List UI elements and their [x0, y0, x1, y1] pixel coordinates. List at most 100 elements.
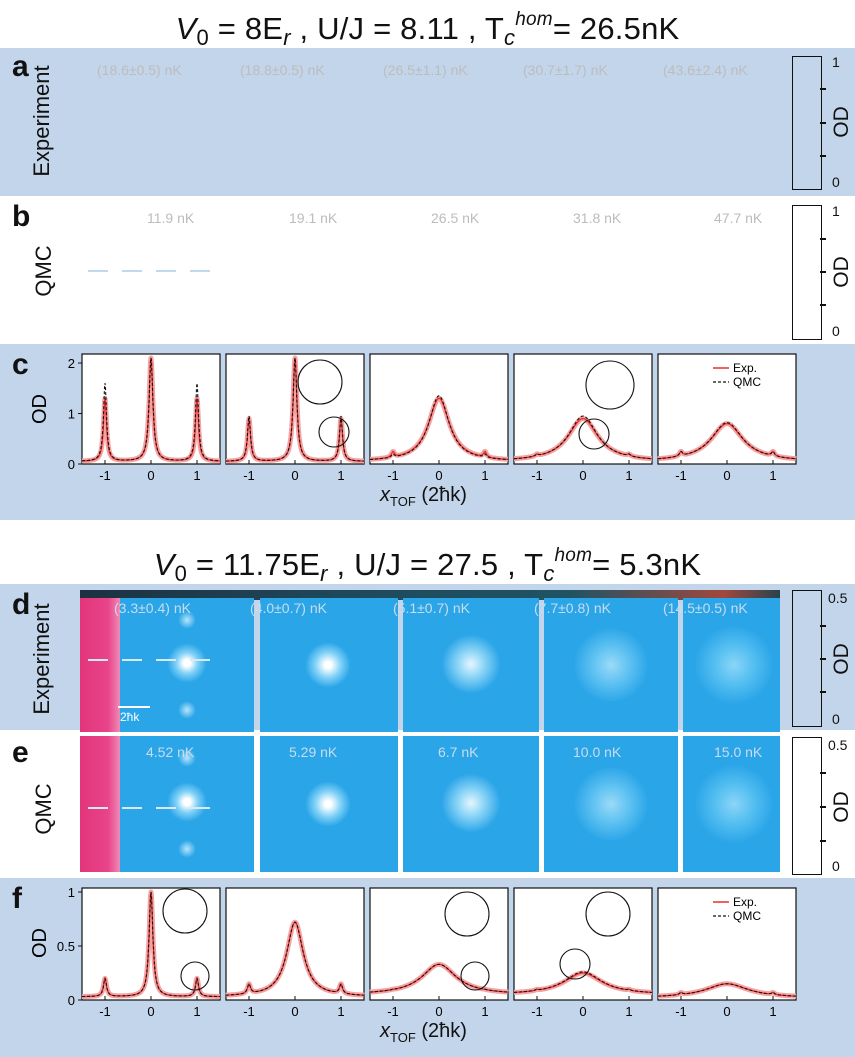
tof-peak — [695, 626, 773, 704]
panel-d-dashed-line — [88, 659, 212, 661]
tof-image-e3 — [403, 736, 539, 872]
colorbar-d-tick — [820, 625, 826, 627]
panel-e-temp-3: 6.7 nK — [438, 744, 479, 760]
panel-c-xtick-label: 0 — [723, 468, 730, 483]
panel-f-xtick-label: 1 — [481, 1004, 488, 1019]
panel-f-zoom-circle — [444, 891, 490, 937]
panel-c-ylabel: OD — [29, 394, 51, 424]
panel-f-plot-3-qmc-line — [369, 963, 509, 993]
tof-peak — [441, 773, 501, 833]
panel-d-temp-1: (3.3±0.4) nK — [114, 600, 191, 616]
panel-c-xtick-label: 1 — [625, 468, 632, 483]
panel-e-temp-4: 10.0 nK — [573, 744, 622, 760]
panel-f-zoom-circle — [559, 948, 591, 980]
header-v0-val: = 8E — [208, 11, 284, 46]
colorbar-e-tick — [820, 806, 826, 808]
panel-d-pink-strip — [80, 598, 120, 732]
colorbar-e-tick — [820, 772, 826, 774]
panel-f-xtick-label: 0 — [435, 1004, 442, 1019]
panel-a-temp-4: (30.7±1.7) nK — [523, 62, 608, 78]
panel-c-xlabel-x: x — [380, 484, 390, 506]
panel-a-temp-1: (18.6±0.5) nK — [97, 62, 182, 78]
colorbar-a-tick-max: 1 — [832, 54, 840, 70]
tof-side-peak — [178, 749, 196, 767]
panel-c-xlabel-unit: (2ħk) — [415, 484, 467, 506]
panel-f-legend-qmc-label: QMC — [733, 909, 761, 923]
panel-d-temp-2: (4.0±0.7) nK — [250, 600, 327, 616]
panel-f-xtick-label: -1 — [531, 1004, 543, 1019]
panel-b-letter: b — [12, 200, 31, 233]
panel-e-letter: e — [12, 736, 29, 769]
colorbar-e-tick — [820, 840, 826, 842]
panel-f-zoom-circle — [585, 891, 631, 937]
panel-c-xtick-label: -1 — [387, 468, 399, 483]
panel-c-plot-3-exp-line — [370, 397, 508, 460]
header-tc-val: = 26.5nK — [552, 11, 680, 46]
panel-f-ytick-label: 0.5 — [57, 939, 75, 954]
panel-e-temp-2: 5.29 nK — [289, 744, 338, 760]
panel-e-dashed-line — [88, 807, 212, 809]
tof-image-e1 — [120, 736, 254, 872]
panel-c-xtick-label: -1 — [675, 468, 687, 483]
panel-d-letter: d — [12, 588, 31, 621]
panel-e-pink-strip — [80, 736, 120, 872]
colorbar-b-tick — [820, 304, 826, 306]
header-top: V0 = 8Er , U/J = 8.11 , Tchom= 26.5nK — [0, 2, 855, 56]
panel-c-ytick-label: 2 — [68, 356, 75, 371]
panel-c-xtick-label: 1 — [481, 468, 488, 483]
colorbar-b-label: OD — [829, 256, 853, 288]
panel-f-xtick-label: 0 — [723, 1004, 730, 1019]
header-bottom: V0 = 11.75Er , U/J = 27.5 , Tchom= 5.3nK — [0, 538, 855, 592]
header-er-sub: r — [283, 25, 291, 50]
panel-a-temp-3: (26.5±1.1) nK — [383, 62, 468, 78]
tof-image-d1 — [120, 598, 254, 732]
panel-b-row-label: QMC — [31, 245, 56, 297]
panel-c-plot-2-qmc-line — [225, 357, 365, 462]
panel-c-xtick-label: -1 — [99, 468, 111, 483]
panel-c-xtick-label: 1 — [769, 468, 776, 483]
colorbar-a — [792, 56, 822, 190]
colorbar-b-tick-max: 1 — [832, 203, 840, 219]
tof-image-d2 — [260, 598, 398, 732]
colorbar-e-tick-max: 0.5 — [828, 737, 848, 753]
tof-side-peak — [178, 701, 196, 719]
panel-f-xtick-label: 1 — [193, 1004, 200, 1019]
panel-c-legend-exp-label: Exp. — [733, 361, 757, 375]
colorbar-a-tick — [820, 88, 826, 90]
header-bottom-tc-sup: hom — [554, 545, 593, 566]
tof-side-peak — [178, 840, 196, 858]
panel-f-xlabel: xTOF (2ħk) — [380, 1020, 467, 1045]
panel-f-zoom-circle — [180, 961, 210, 991]
header-bottom-tc-val: = 5.3nK — [592, 547, 702, 582]
scalebar-label: 2ħk — [120, 710, 140, 724]
panel-f-plot-3-frame — [369, 887, 509, 1001]
panel-f-plot-4-frame — [513, 887, 653, 1001]
tof-side-peak — [178, 611, 196, 629]
colorbar-e — [792, 737, 822, 875]
header-tc-sub: c — [504, 25, 516, 50]
panel-a-temp-2: (18.8±0.5) nK — [240, 62, 325, 78]
tof-image-e2 — [260, 736, 398, 872]
panel-c-plot-4-qmc-line — [514, 415, 652, 460]
header-uj: , U/J = 8.11 , T — [290, 11, 505, 46]
panel-f-xtick-label: 0 — [579, 1004, 586, 1019]
colorbar-a-label: OD — [829, 106, 853, 138]
panel-f-xlabel-unit: (2ħk) — [415, 1020, 467, 1042]
panel-a-letter: a — [12, 50, 29, 83]
header-bottom-er-sub: r — [320, 561, 328, 586]
panel-f-xtick-label: -1 — [675, 1004, 687, 1019]
header-v0-sub: 0 — [196, 25, 209, 50]
header-bottom-uj: , U/J = 27.5 , T — [327, 547, 544, 582]
tof-image-e4 — [544, 736, 678, 872]
panel-b-temp-1: 11.9 nK — [147, 210, 195, 226]
colorbar-d — [792, 590, 822, 727]
colorbar-b — [792, 205, 822, 340]
panel-f-xlabel-x: x — [380, 1020, 390, 1042]
colorbar-e-label: OD — [829, 791, 853, 823]
tof-peak — [695, 765, 773, 843]
panel-f-xtick-label: -1 — [243, 1004, 255, 1019]
panel-e-row-label: QMC — [31, 783, 56, 835]
tof-peak — [167, 782, 207, 822]
header-v0: V — [175, 11, 197, 46]
panel-c-xtick-label: 0 — [147, 468, 154, 483]
